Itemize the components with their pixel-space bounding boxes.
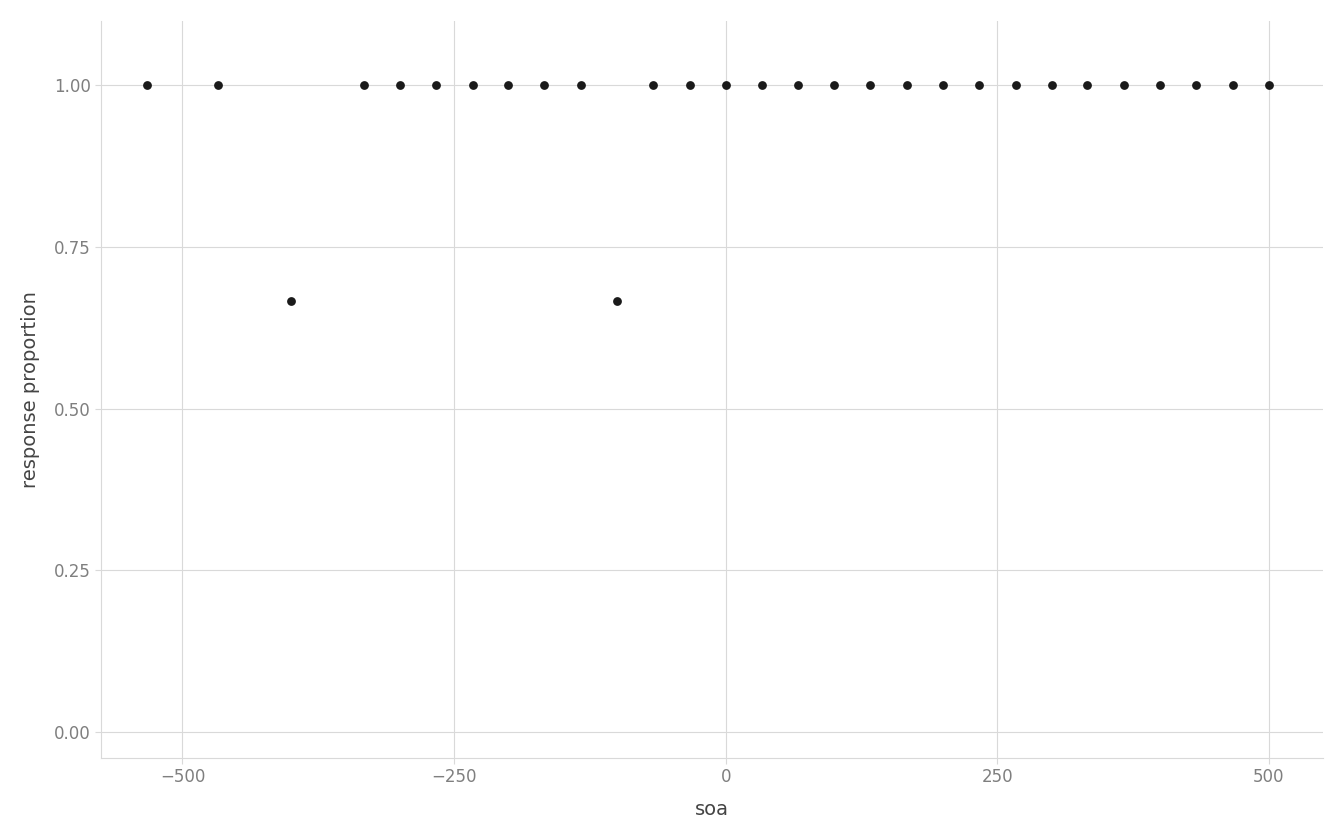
Point — [462, 79, 484, 92]
Point — [136, 79, 157, 92]
Point — [715, 79, 737, 92]
Point — [534, 79, 555, 92]
Point — [1040, 79, 1062, 92]
Point — [1185, 79, 1207, 92]
Point — [933, 79, 954, 92]
Point — [1222, 79, 1243, 92]
Point — [642, 79, 664, 92]
Point — [968, 79, 989, 92]
Point — [896, 79, 918, 92]
Point — [281, 294, 302, 307]
Point — [859, 79, 880, 92]
Point — [824, 79, 845, 92]
Point — [353, 79, 375, 92]
Point — [207, 79, 228, 92]
Point — [570, 79, 591, 92]
Point — [788, 79, 809, 92]
Point — [1005, 79, 1027, 92]
Point — [388, 79, 410, 92]
X-axis label: soa: soa — [695, 801, 728, 819]
Point — [497, 79, 519, 92]
Point — [606, 294, 628, 307]
Y-axis label: response proportion: response proportion — [22, 291, 40, 488]
Point — [1258, 79, 1279, 92]
Point — [679, 79, 700, 92]
Point — [1077, 79, 1098, 92]
Point — [1114, 79, 1136, 92]
Point — [1149, 79, 1171, 92]
Point — [751, 79, 773, 92]
Point — [425, 79, 446, 92]
